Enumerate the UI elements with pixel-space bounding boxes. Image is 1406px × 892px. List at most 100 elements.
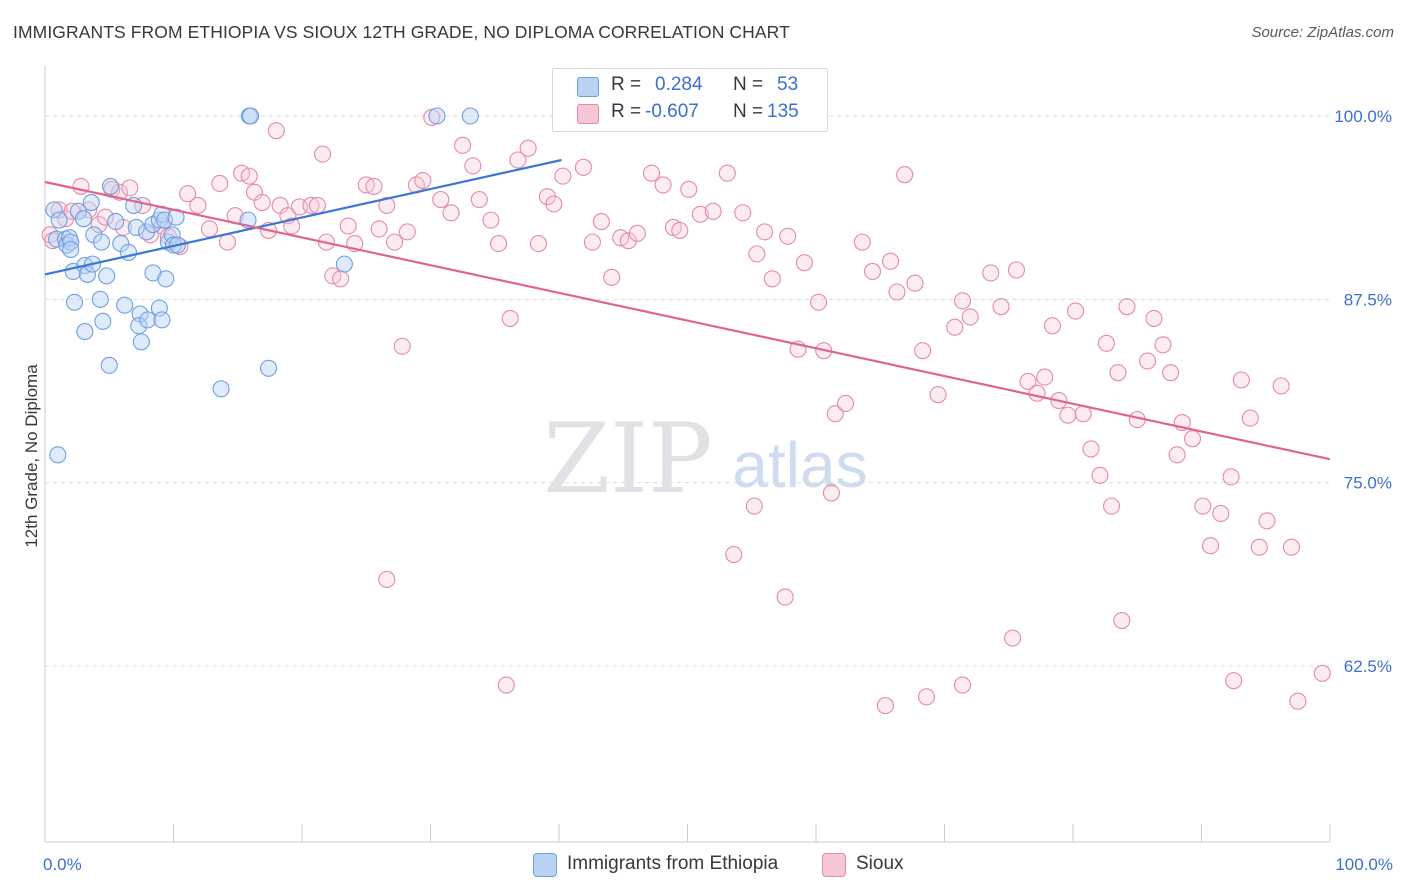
watermark-atlas: atlas [732, 429, 867, 501]
legend-swatch-ethiopia [577, 77, 599, 97]
sioux-point [810, 293, 828, 311]
sioux-point [992, 298, 1010, 316]
sioux-point [763, 270, 781, 288]
sioux-point [308, 196, 326, 215]
y-axis-label: 12th Grade, No Diploma [22, 364, 41, 548]
sioux-point [1103, 497, 1121, 515]
sioux-point [398, 223, 416, 241]
sioux-point [628, 224, 646, 242]
sioux-point [378, 570, 396, 589]
ethiopia-point [62, 240, 80, 259]
legend-r-label: R = [611, 74, 642, 95]
sioux-point [211, 174, 229, 193]
sioux-point [253, 193, 271, 212]
sioux-point [121, 179, 139, 197]
sioux-point [734, 204, 752, 222]
sioux-point [1019, 372, 1037, 391]
sioux-point [583, 233, 601, 251]
ethiopia-point [116, 296, 134, 314]
ethiopia-point [157, 270, 175, 288]
sioux-point [365, 177, 383, 195]
sioux-point [432, 191, 450, 209]
y-tick-label: 100.0% [1334, 107, 1392, 126]
ethiopia-trend-line [44, 158, 562, 276]
sioux-point [1059, 406, 1077, 424]
sioux-point [331, 270, 350, 288]
ethiopia-point [101, 177, 120, 195]
ethiopia-point [242, 107, 260, 125]
sioux-point [1145, 309, 1163, 327]
sioux-point [385, 233, 404, 251]
sioux-point [393, 337, 411, 355]
sioux-point [370, 220, 388, 238]
sioux-point [691, 205, 709, 223]
sioux-point [464, 157, 482, 175]
legend-swatch-sioux [577, 104, 599, 124]
chart-title: IMMIGRANTS FROM ETHIOPIA VS SIOUX 12TH G… [13, 22, 790, 42]
sioux-point [881, 252, 900, 270]
sioux-point [574, 158, 592, 176]
sioux-point [654, 176, 672, 194]
sioux-point [302, 196, 320, 215]
sioux-point [1113, 611, 1131, 630]
ethiopia-point [335, 255, 353, 273]
sioux-point [1097, 334, 1115, 352]
sioux-point [1194, 497, 1212, 515]
sioux-point [529, 235, 547, 253]
sioux-point [501, 309, 519, 327]
sioux-point [240, 167, 258, 185]
trend-lines [44, 158, 1331, 461]
sioux-point [822, 484, 840, 502]
sioux-point [1258, 512, 1276, 530]
legend-r-value-ethiopia: 0.284 [655, 74, 703, 95]
sioux-point [837, 394, 855, 413]
sioux-point [200, 220, 219, 238]
ethiopia-point [45, 201, 63, 219]
sioux-point [1232, 371, 1250, 389]
ethiopia-point [49, 446, 67, 464]
ethiopia-point [75, 210, 93, 228]
sioux-point [482, 211, 500, 229]
sioux-point [519, 139, 537, 157]
sioux-point [680, 180, 698, 198]
ethiopia-point [66, 293, 84, 311]
tick-labels: 100.0% 87.5% 75.0% 62.5% 0.0% 100.0% [43, 107, 1393, 874]
sioux-point [554, 167, 572, 185]
x-tick-label: 100.0% [1335, 855, 1393, 874]
sioux-point [189, 196, 207, 215]
sioux-point [953, 292, 972, 310]
sioux-point [1028, 384, 1046, 402]
sioux-point [1043, 317, 1061, 335]
sioux-point [1250, 538, 1268, 556]
sioux-point [1225, 672, 1243, 690]
bottom-legend-label-ethiopia: Immigrants from Ethiopia [567, 853, 779, 874]
sioux-point [96, 208, 114, 226]
sioux-point [1272, 377, 1290, 395]
legend-n-value-ethiopia: 53 [777, 74, 799, 95]
sioux-point [454, 136, 472, 154]
watermark: ZIP atlas [543, 403, 867, 515]
ethiopia-point [100, 356, 118, 374]
sioux-point [1067, 302, 1085, 320]
ethiopia-point [139, 311, 157, 329]
sioux-point [314, 145, 332, 163]
ethiopia-point [92, 233, 111, 251]
sioux-point [50, 201, 68, 219]
ethiopia-point [127, 218, 145, 237]
sioux-point [982, 264, 1000, 282]
sioux-point [671, 221, 689, 239]
sioux-point [906, 274, 924, 292]
legend-n-label: N = [733, 101, 764, 122]
sioux-point [1118, 298, 1136, 316]
legend-row-ethiopia: R = 0.284 N = 53 [553, 72, 827, 100]
sioux-point [414, 171, 432, 190]
sioux-point [470, 191, 488, 209]
axes [44, 66, 1331, 843]
sioux-point [1289, 692, 1307, 710]
y-tick-label: 87.5% [1344, 290, 1392, 309]
sioux-point [1138, 352, 1157, 370]
gridlines [45, 115, 1330, 667]
sioux-point [267, 122, 285, 140]
sioux-point [946, 318, 964, 336]
sioux-point [718, 164, 736, 182]
